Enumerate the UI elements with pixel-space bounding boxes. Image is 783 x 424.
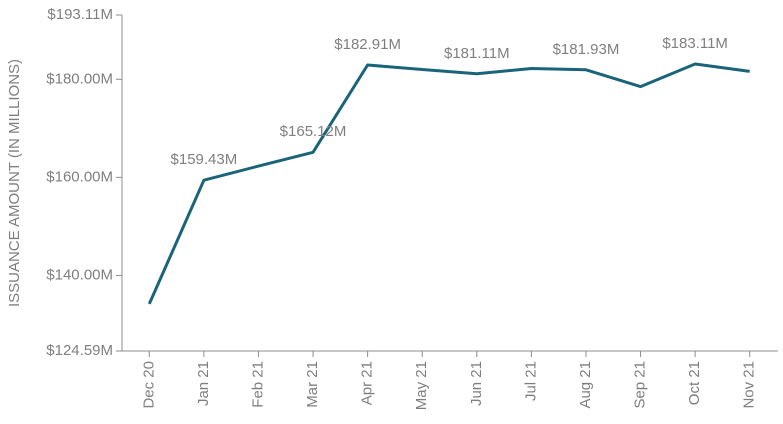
x-tick-label: May 21 (413, 361, 430, 410)
y-tick-label: $140.00M (46, 266, 113, 283)
data-label: $165.12M (280, 123, 347, 140)
y-tick-label: $160.00M (46, 168, 113, 185)
x-tick-label: Sep 21 (632, 361, 649, 409)
x-tick-label: Dec 20 (140, 361, 157, 409)
x-tick-label: Nov 21 (741, 361, 758, 409)
y-tick-label: $180.00M (46, 70, 113, 87)
x-tick-label: Jun 21 (468, 361, 485, 406)
x-tick-label: Apr 21 (359, 361, 376, 405)
data-label: $181.93M (553, 41, 620, 58)
y-tick-label: $124.59M (46, 342, 113, 359)
x-tick-label: Oct 21 (686, 361, 703, 405)
data-label: $159.43M (171, 151, 238, 168)
data-label: $183.11M (662, 35, 728, 52)
x-tick-label: Jan 21 (195, 361, 212, 406)
line (147, 62, 750, 305)
x-tick-label: Aug 21 (577, 361, 594, 409)
data-label: $181.11M (444, 45, 510, 62)
x-tick-label: Mar 21 (304, 361, 321, 408)
data-label: $182.91M (334, 36, 401, 53)
y-tick-label: $193.11M (47, 6, 113, 23)
y-axis-label: ISSUANCE AMOUNT (IN MILLIONS) (6, 59, 23, 307)
x-tick-label: Feb 21 (249, 361, 266, 408)
x-tick-label: Jul 21 (522, 361, 539, 401)
